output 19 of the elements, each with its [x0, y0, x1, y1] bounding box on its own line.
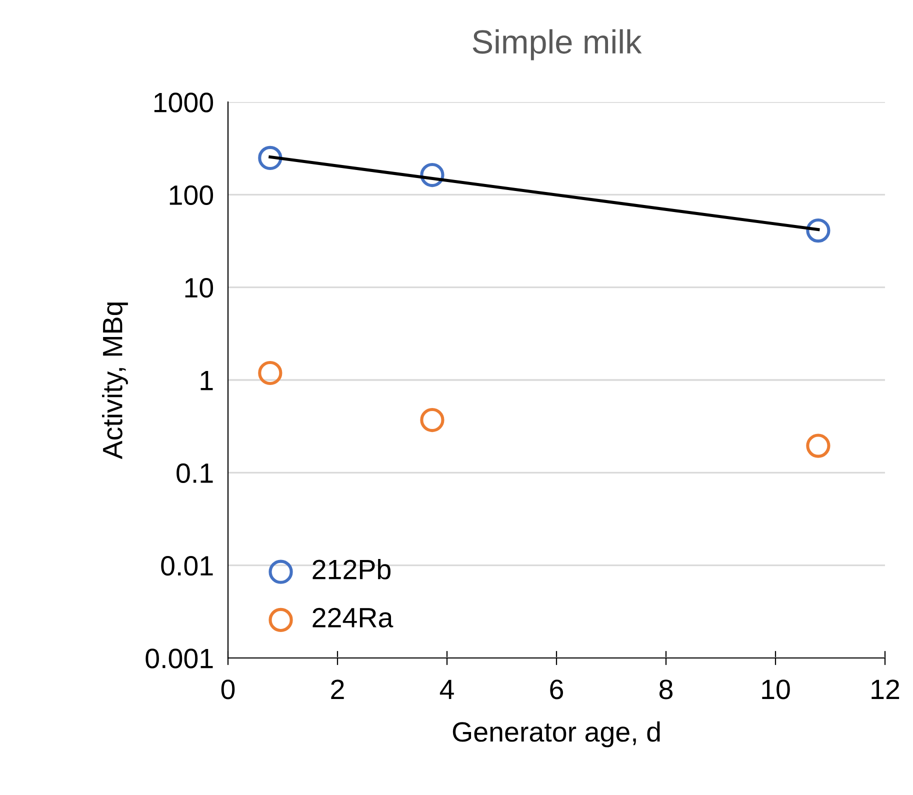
x-tick-label: 10 [762, 680, 790, 700]
y-tick-label: 0.1 [176, 463, 213, 484]
y-tick-label: 1000 [154, 92, 214, 112]
x-tick-label: 6 [550, 680, 564, 700]
x-tick-label: 12 [872, 680, 900, 699]
x-tick-label: 0 [221, 680, 235, 700]
legend-label: 224Ra [312, 608, 394, 628]
chart-title: Simple milk [472, 29, 642, 60]
x-axis-title: Generator age, d [452, 721, 660, 748]
x-tick-label: 2 [331, 680, 344, 699]
legend-label: 212Pb [312, 558, 390, 580]
y-tick-label: 10 [185, 278, 214, 298]
y-axis-title: Activity, MBq [102, 302, 128, 460]
y-tick-label: 100 [170, 185, 214, 206]
y-tick-label: 0.01 [161, 556, 213, 576]
y-tick-label: 1 [200, 370, 213, 390]
x-tick-label: 8 [659, 680, 673, 700]
x-tick-label: 4 [440, 680, 454, 699]
y-tick-label: 0.001 [146, 648, 213, 668]
